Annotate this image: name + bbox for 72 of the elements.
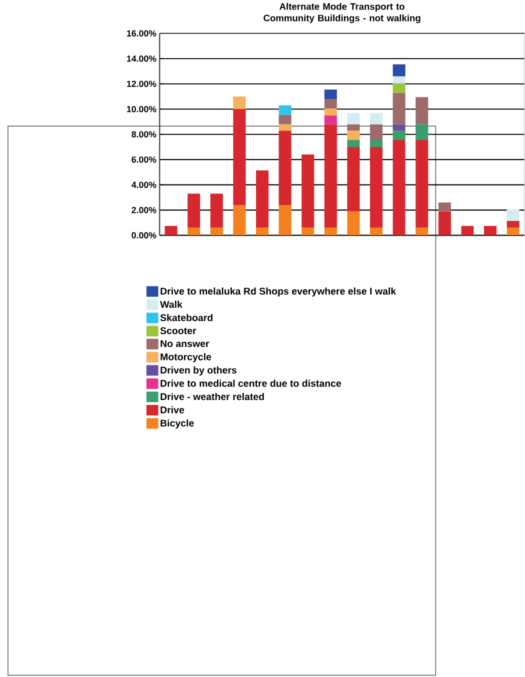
bar bbox=[302, 154, 314, 228]
legend-label: Walk bbox=[160, 300, 182, 308]
bar bbox=[188, 194, 200, 228]
legend-label: Drive bbox=[160, 406, 184, 414]
bar bbox=[370, 112, 383, 124]
bar bbox=[210, 228, 223, 236]
legend-label: Bicycle bbox=[160, 419, 194, 429]
bar bbox=[278, 124, 292, 131]
bar bbox=[392, 124, 406, 131]
legend-label: Scooter bbox=[160, 327, 196, 334]
bar bbox=[233, 96, 246, 110]
bar bbox=[324, 99, 337, 108]
bar bbox=[416, 228, 428, 236]
legend-label: Drive to melaluka Rd Shops everywhere else I walk bbox=[160, 287, 396, 297]
bar bbox=[347, 140, 360, 147]
bar bbox=[438, 202, 451, 212]
bar bbox=[347, 211, 360, 236]
bar bbox=[324, 115, 337, 124]
bar bbox=[370, 228, 383, 236]
chart-title: Alternate Mode Transport to Community Buildings - not walking bbox=[264, 2, 420, 24]
y-tick-label: 16.00% bbox=[127, 30, 156, 37]
bar bbox=[278, 130, 292, 206]
legend-label: Drive - weather related bbox=[160, 392, 264, 400]
bar bbox=[347, 124, 360, 131]
bar bbox=[210, 194, 223, 228]
bar bbox=[256, 170, 269, 228]
bar bbox=[392, 83, 406, 93]
y-tick-label: 10.00% bbox=[127, 106, 156, 112]
y-tick-label: 4.00% bbox=[132, 182, 156, 188]
bar bbox=[506, 220, 520, 228]
bar bbox=[461, 226, 474, 236]
legend-label: Motorcycle bbox=[160, 353, 212, 362]
bar bbox=[506, 209, 520, 221]
legend-label: Driven by others bbox=[160, 366, 236, 376]
legend-label: Drive to medical centre due to distance bbox=[160, 380, 342, 387]
bar bbox=[164, 226, 178, 236]
bar bbox=[392, 92, 406, 124]
bar bbox=[278, 105, 292, 115]
bar bbox=[392, 64, 406, 76]
bar bbox=[438, 211, 451, 236]
bar bbox=[347, 130, 360, 140]
y-tick-label: 0.00% bbox=[132, 232, 156, 238]
y-tick-label: 2.00% bbox=[132, 206, 156, 214]
bar bbox=[392, 76, 406, 84]
bar bbox=[233, 205, 246, 236]
legend-label: No answer bbox=[160, 340, 210, 348]
bar bbox=[347, 146, 360, 212]
y-tick-label: 6.00% bbox=[132, 156, 156, 163]
bar bbox=[324, 90, 337, 100]
bar bbox=[370, 146, 383, 228]
bar bbox=[370, 124, 383, 140]
y-tick-label: 12.00% bbox=[127, 80, 156, 87]
bar bbox=[324, 124, 337, 228]
bar bbox=[302, 228, 314, 236]
bar bbox=[278, 205, 292, 236]
bar bbox=[256, 228, 269, 236]
bar bbox=[324, 108, 337, 116]
bar bbox=[392, 130, 406, 140]
bar bbox=[392, 140, 406, 236]
y-tick-label: 14.00% bbox=[127, 56, 156, 62]
bar bbox=[484, 226, 497, 236]
bar bbox=[233, 109, 246, 206]
bar bbox=[416, 97, 428, 124]
bar bbox=[506, 228, 520, 236]
bar bbox=[416, 140, 428, 228]
bar bbox=[370, 140, 383, 147]
bar bbox=[324, 228, 337, 236]
y-tick-label: 8.00% bbox=[132, 131, 156, 138]
bar bbox=[416, 124, 428, 140]
bar bbox=[347, 112, 360, 124]
bar bbox=[278, 114, 292, 124]
legend-label: Skateboard bbox=[160, 314, 212, 322]
